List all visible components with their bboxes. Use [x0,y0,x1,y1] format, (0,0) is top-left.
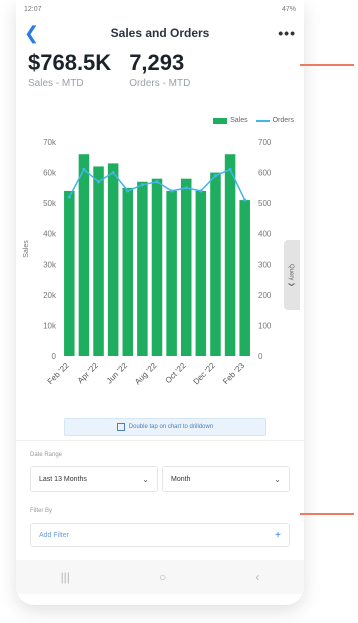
plus-icon[interactable]: + [275,529,281,541]
y2-tick-label: 400 [258,230,272,239]
x-tick-label: Feb '22 [46,361,71,386]
bar-sales [210,172,221,356]
x-tick-label: Oct '22 [164,361,188,385]
y-tick-label: 20k [43,291,57,300]
y2-tick-label: 100 [258,321,272,330]
y-axis-label: Sales [23,240,30,258]
y2-tick-label: 300 [258,260,272,269]
orders-point [126,189,130,193]
orders-point [199,189,203,193]
bar-sales [239,200,250,356]
bar-sales [122,187,134,356]
annotation-line-top [300,64,354,66]
x-tick-label: Dec '22 [192,361,218,387]
bar-sales [64,190,75,356]
drilldown-tip: Double tap on chart to drilldown [64,418,266,436]
sales-orders-chart[interactable]: 0 10k 20k 30k 40k 50k 60k 70k 0 100 200 300 400 500 60… [16,128,304,418]
y2-tick-label: 500 [258,199,272,208]
orders-point [228,167,232,172]
orders-point [213,174,218,178]
bar-sales [107,163,119,356]
system-nav-bar: ||| ○ ‹ [16,560,304,594]
add-filter-field[interactable]: Add Filter + [30,523,290,547]
legend-sales-swatch [213,117,228,124]
x-tick-label: Jun '22 [105,361,130,386]
legend-sales-label: Sales [230,117,248,124]
orders-point [140,183,144,187]
status-bar: 12:07 47% [16,0,304,18]
kpi-sales-value: $768.5K [28,50,112,75]
y-tick-label: 50k [43,199,57,208]
annotation-line-bottom [300,513,354,515]
orders-point [170,189,174,193]
query-tab-label: Query ❯ [288,263,295,287]
kpi-orders: 7,293 Orders - MTD [129,50,190,89]
kpi-orders-value: 7,293 [129,50,185,75]
y-tick-label: 60k [43,169,57,178]
bar-sales [93,166,104,356]
orders-point [82,167,86,172]
date-range-label: Date Range [30,452,63,458]
orders-point [155,180,159,184]
orders-point [111,170,115,175]
kpi-orders-label: Orders - MTD [129,78,191,89]
y2-tick-label: 0 [258,352,263,361]
status-battery: 47% [281,5,296,13]
orders-point [184,186,188,190]
orders-point [243,198,247,202]
x-tick-label: Apr '22 [76,361,101,386]
orders-point [96,180,101,184]
chevron-down-icon: ⌄ [142,474,149,484]
kpi-sales: $768.5K Sales - MTD [28,50,111,89]
more-options-icon[interactable]: ••• [278,25,296,41]
phone-screen: 12:07 47% ❮ Sales and Orders ••• $768.5K… [16,0,304,605]
y-tick-label: 70k [43,138,57,147]
y-tick-label: 30k [43,260,57,269]
bar-sales [78,154,90,356]
y-tick-label: 40k [43,230,57,239]
x-tick-label: Feb '23 [221,361,246,386]
bar-sales [151,178,163,356]
kpi-row: $768.5K Sales - MTD 7,293 Orders - MTD [16,48,304,89]
legend-orders-swatch [255,119,270,122]
y2-tick-label: 200 [258,291,272,300]
y-tick-label: 0 [52,352,57,361]
page-title: Sales and Orders [110,26,210,40]
chart-legend: Sales Orders [213,117,294,124]
home-icon[interactable]: ○ [159,570,167,584]
granularity-value: Month [171,475,191,483]
y-tick-label: 10k [43,321,57,330]
drilldown-tip-text: Double tap on chart to drilldown [128,424,214,430]
y2-tick-label: 600 [258,169,272,178]
bar-sales [195,190,207,356]
app-header: ❮ Sales and Orders ••• [16,18,304,48]
nav-back-icon[interactable]: ‹ [255,570,260,584]
recent-apps-icon[interactable]: ||| [60,570,70,584]
status-time: 12:07 [24,5,42,13]
add-filter-text: Add Filter [39,531,69,539]
info-icon [116,423,125,431]
query-side-tab[interactable]: Query ❯ [284,240,300,310]
granularity-select[interactable]: Month ⌄ [162,466,290,492]
bar-sales [224,154,236,356]
filter-by-label: Filter By [30,508,53,514]
legend-orders-label: Orders [272,117,294,124]
bar-sales [137,181,148,356]
kpi-sales-label: Sales - MTD [28,78,84,89]
chevron-down-icon: ⌄ [274,474,281,484]
y2-tick-label: 700 [258,138,272,147]
date-range-select[interactable]: Last 13 Months ⌄ [30,466,158,492]
section-divider [16,440,304,441]
orders-point [67,195,71,199]
bar-sales [166,190,177,356]
back-icon[interactable]: ❮ [24,22,40,43]
x-tick-label: Aug '22 [133,361,159,387]
bar-sales [180,178,192,356]
date-range-value: Last 13 Months [39,475,87,483]
